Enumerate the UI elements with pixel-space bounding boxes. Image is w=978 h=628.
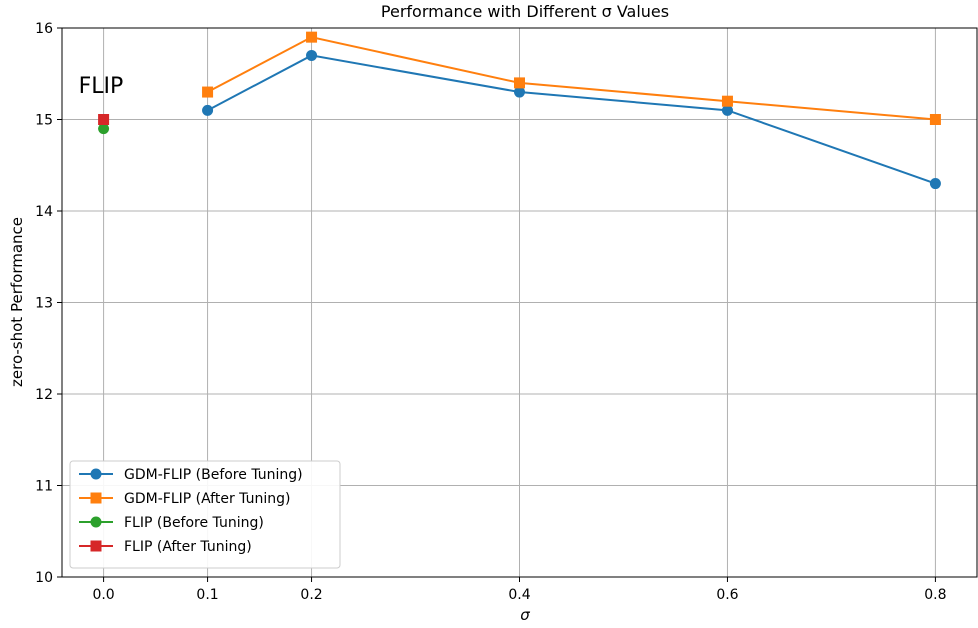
series-2 <box>202 31 941 125</box>
legend-label: GDM-FLIP (Before Tuning) <box>124 467 303 483</box>
x-tick-label: 0.1 <box>196 587 218 603</box>
data-point <box>306 31 318 43</box>
y-axis-ticks: 10 11 12 13 14 15 16 <box>35 21 62 586</box>
legend-item: GDM-FLIP (Before Tuning) <box>79 467 303 483</box>
legend-marker <box>90 492 102 504</box>
flip-annotation: FLIP <box>79 74 124 99</box>
data-point <box>929 178 941 190</box>
series-line <box>207 36 936 121</box>
legend-item: FLIP (After Tuning) <box>79 539 252 555</box>
data-point <box>202 104 214 116</box>
legend-item: GDM-FLIP (After Tuning) <box>79 491 290 507</box>
y-tick-label: 11 <box>35 479 53 495</box>
series-4 <box>98 114 110 125</box>
x-axis-ticks: 0.0 0.1 0.2 0.4 0.6 0.8 <box>92 577 947 603</box>
x-tick-label: 0.2 <box>300 587 322 603</box>
legend-label: GDM-FLIP (After Tuning) <box>124 491 290 507</box>
legend-marker <box>90 516 102 528</box>
legend-marker <box>90 468 102 480</box>
data-point <box>514 86 525 98</box>
x-tick-label: 0.0 <box>92 587 114 603</box>
legend-item: FLIP (Before Tuning) <box>79 515 264 531</box>
data-point <box>514 77 525 89</box>
x-axis-title: σ <box>520 606 530 624</box>
series-3 <box>98 123 110 135</box>
y-tick-label: 13 <box>35 296 53 312</box>
chart-title: Performance with Different σ Values <box>381 2 669 21</box>
legend-marker <box>90 540 102 552</box>
data-point <box>98 123 110 135</box>
x-tick-label: 0.4 <box>508 587 530 603</box>
y-tick-label: 10 <box>35 570 53 586</box>
data-point <box>202 86 214 98</box>
legend-label: FLIP (After Tuning) <box>124 539 252 555</box>
y-tick-label: 15 <box>35 113 53 129</box>
y-tick-label: 16 <box>35 21 53 37</box>
series-layer <box>98 31 941 190</box>
y-tick-label: 12 <box>35 387 53 403</box>
data-point <box>929 114 941 125</box>
series-1 <box>202 49 941 190</box>
data-point <box>721 104 733 116</box>
plot-frame <box>61 27 978 578</box>
legend: GDM-FLIP (Before Tuning) GDM-FLIP (After … <box>69 460 341 569</box>
y-axis-title: zero-shot Performance <box>8 217 26 387</box>
x-tick-label: 0.6 <box>716 587 738 603</box>
data-point <box>306 49 318 61</box>
y-tick-label: 14 <box>35 204 53 220</box>
legend-label: FLIP (Before Tuning) <box>124 515 264 531</box>
data-point <box>721 95 733 107</box>
data-point <box>98 114 110 125</box>
legend-box <box>69 460 341 569</box>
x-tick-label: 0.8 <box>924 587 946 603</box>
